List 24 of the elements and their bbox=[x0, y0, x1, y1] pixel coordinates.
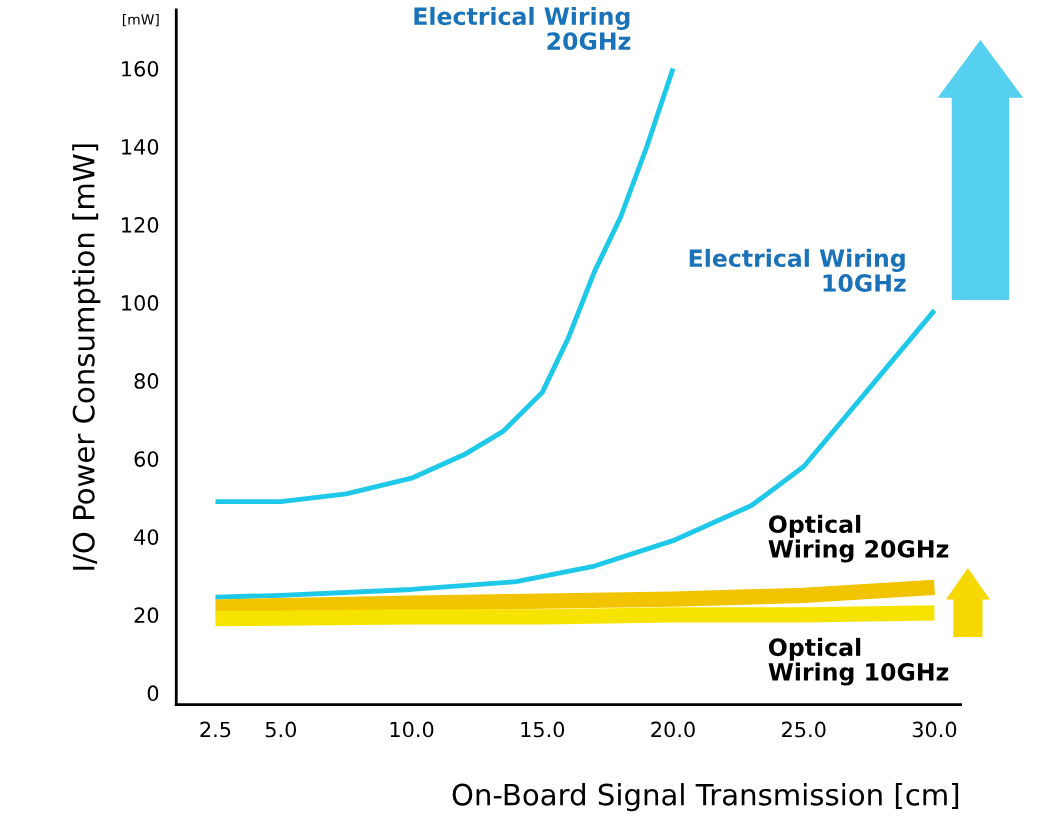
x-tick-label: 30.0 bbox=[912, 721, 957, 738]
text: [mW] bbox=[122, 13, 159, 27]
x-tick-label: 2.5 bbox=[200, 721, 231, 738]
series-label: Optical Wiring 20GHz bbox=[768, 514, 949, 563]
y-tick-label: 80 bbox=[134, 373, 159, 389]
x-tick-label: 15.0 bbox=[521, 721, 565, 738]
y-tick-label: 160 bbox=[122, 60, 159, 77]
x-axis-title: On-Board Signal Transmission [cm] bbox=[452, 783, 959, 812]
y-tick-label: 60 bbox=[134, 451, 159, 467]
y-axis-title: I/O Power Consumption [mW] bbox=[72, 144, 101, 570]
y-tick-label: 120 bbox=[122, 217, 159, 233]
y-tick-label: 40 bbox=[134, 529, 159, 545]
line-series bbox=[213, 66, 676, 505]
y-tick-label: 20 bbox=[134, 607, 159, 624]
series-label: Electrical Wiring 20GHz bbox=[414, 6, 631, 50]
x-tick-label: 20.0 bbox=[651, 721, 695, 738]
x-tick-label: 25.0 bbox=[782, 721, 826, 738]
y-tick-label: 100 bbox=[122, 295, 159, 311]
x-tick-label: 5.0 bbox=[265, 721, 297, 738]
x-tick-label: 10.0 bbox=[390, 721, 434, 738]
series-label: Electrical Wiring 10GHz bbox=[689, 248, 906, 292]
series-label: Optical Wiring 10GHz bbox=[768, 637, 949, 686]
y-tick-label: 140 bbox=[122, 138, 159, 155]
y-tick-label: 0 bbox=[147, 685, 159, 702]
